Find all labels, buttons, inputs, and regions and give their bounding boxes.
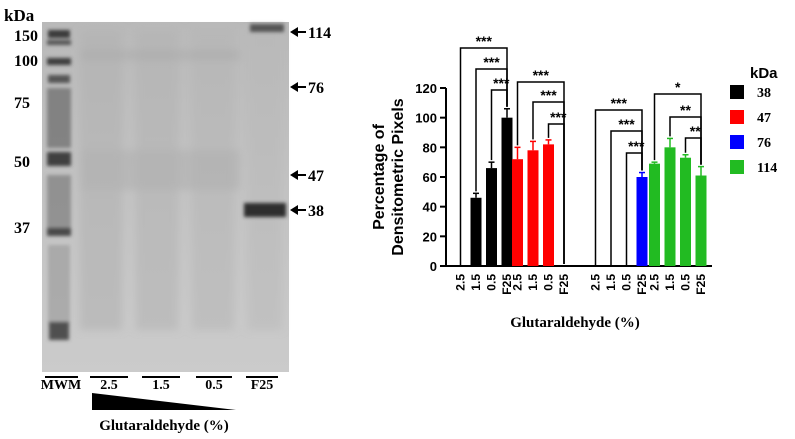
significance-bracket xyxy=(490,89,508,161)
significance-label: * xyxy=(675,79,681,95)
y-label-line-2: Densitometric Pixels xyxy=(390,98,407,256)
significance-bracket xyxy=(547,123,565,264)
bar-47-2.5 xyxy=(512,159,523,266)
significance-bracket xyxy=(684,137,702,165)
ladder-label-37: 37 xyxy=(14,220,30,237)
gel-kda-label: kDa xyxy=(4,6,35,25)
x-tick-label: 2.5 xyxy=(454,274,468,291)
bar-114-0.5 xyxy=(680,157,691,266)
legend-swatch-76 xyxy=(730,135,744,149)
legend: kDa 38 47 76 114 xyxy=(730,65,778,176)
bar-76-F25 xyxy=(636,177,648,266)
f25-bands xyxy=(244,24,286,217)
significance-label: *** xyxy=(618,116,635,132)
x-tick-label: F25 xyxy=(694,274,708,295)
significance-bracket xyxy=(610,130,643,266)
bar-38-0.5 xyxy=(486,168,497,266)
lane-label-f25: F25 xyxy=(251,378,274,393)
legend-swatch-38 xyxy=(730,85,744,99)
significance-label: *** xyxy=(628,138,645,154)
ladder-bands xyxy=(47,30,71,340)
x-tick-label: 2.5 xyxy=(511,274,525,291)
significance-bracket xyxy=(594,109,643,266)
significance-label: ** xyxy=(680,102,691,118)
x-tick-label: 0.5 xyxy=(485,274,499,291)
significance-label: *** xyxy=(476,33,493,49)
arrow-114: 114 xyxy=(290,25,331,42)
legend-swatch-114 xyxy=(730,160,744,174)
ladder-label-150: 150 xyxy=(14,28,38,45)
lane-label-0-5: 0.5 xyxy=(205,378,223,393)
legend-label-114: 114 xyxy=(757,161,777,176)
legend-label-38: 38 xyxy=(757,86,771,101)
bar-114-F25 xyxy=(695,175,707,266)
x-tick-label: F25 xyxy=(557,274,571,295)
gradient-wedge xyxy=(92,393,236,410)
lane-label-2-5: 2.5 xyxy=(100,378,118,393)
significance-bracket xyxy=(625,152,643,266)
lane-label-mwm: MWM xyxy=(41,378,81,393)
significance-label: ** xyxy=(690,123,701,139)
y-tick-label: 20 xyxy=(423,229,437,244)
y-tick-label: 80 xyxy=(423,140,437,155)
significance-bracket xyxy=(475,68,508,192)
gel-gradient-label: Glutaraldehyde (%) xyxy=(99,418,229,434)
significance-brackets: ********* *********************** xyxy=(459,33,702,266)
gel-lane-smears xyxy=(80,30,282,330)
y-tick-label: 120 xyxy=(415,81,437,96)
x-tick-label: F25 xyxy=(635,274,649,295)
x-axis-label: Glutaraldehyde (%) xyxy=(510,315,640,331)
y-label-line-1: Percentage of xyxy=(371,123,388,229)
significance-label: *** xyxy=(483,54,500,70)
bars xyxy=(470,108,707,267)
bar-47-0.5 xyxy=(543,144,554,266)
significance-label: *** xyxy=(493,75,510,91)
ladder-label-75: 75 xyxy=(14,95,30,112)
significance-label: *** xyxy=(611,95,628,111)
arrow-76: 76 xyxy=(290,80,324,97)
gel-panel: kDa 150 1 xyxy=(4,6,331,434)
y-axis-label: Percentage of Densitometric Pixels xyxy=(371,98,407,256)
bar-47-1.5 xyxy=(527,150,539,266)
bar-38-F25 xyxy=(501,117,513,267)
arrow-38: 38 xyxy=(290,203,324,220)
arrow-47: 47 xyxy=(290,168,324,185)
legend-label-76: 76 xyxy=(757,136,771,151)
significance-label: *** xyxy=(540,87,557,103)
x-tick-label: 0.5 xyxy=(542,274,556,291)
legend-swatch-47 xyxy=(730,110,744,124)
x-tick-label: 2.5 xyxy=(589,274,603,291)
y-tick-label: 40 xyxy=(423,200,437,215)
bar-114-2.5 xyxy=(649,163,660,266)
bar-114-1.5 xyxy=(664,147,676,266)
x-tick-label: 1.5 xyxy=(526,274,540,291)
significance-label: *** xyxy=(533,67,550,83)
x-tick-label: 1.5 xyxy=(604,274,618,291)
y-tick-label: 0 xyxy=(430,259,437,274)
x-tick-label: 0.5 xyxy=(679,274,693,291)
significance-label: *** xyxy=(550,109,567,125)
ladder-label-50: 50 xyxy=(14,154,30,171)
x-tick-label: F25 xyxy=(500,274,514,295)
arrow-label-38: 38 xyxy=(308,203,324,220)
arrow-label-47: 47 xyxy=(308,168,324,185)
x-tick-label: 0.5 xyxy=(620,274,634,291)
ladder-label-100: 100 xyxy=(14,53,38,70)
y-tick-label: 60 xyxy=(423,170,437,185)
legend-title: kDa xyxy=(750,65,778,82)
bar-38-1.5 xyxy=(470,197,482,266)
y-tick-label: 100 xyxy=(415,111,437,126)
x-tick-label: 2.5 xyxy=(648,274,662,291)
lane-label-1-5: 1.5 xyxy=(152,378,170,393)
legend-label-47: 47 xyxy=(757,111,771,126)
arrow-label-76: 76 xyxy=(308,80,324,97)
x-tick-label: 1.5 xyxy=(469,274,483,291)
arrow-label-114: 114 xyxy=(308,25,331,42)
x-tick-label: 1.5 xyxy=(663,274,677,291)
